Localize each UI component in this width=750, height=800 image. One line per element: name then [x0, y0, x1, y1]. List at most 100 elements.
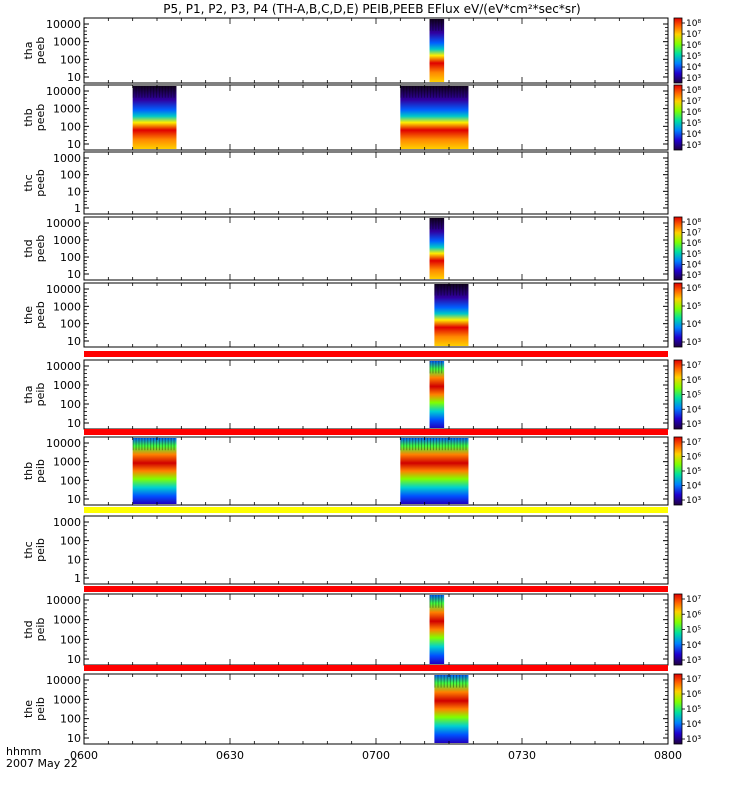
spectrogram-block [400, 86, 469, 149]
noise-stripe [415, 86, 417, 98]
y-tick-label: 10 [67, 71, 81, 84]
colorbar-tick-label: 10³ [686, 338, 701, 348]
panel-frame [83, 359, 669, 430]
colorbar: 10⁷ 10⁶ 10⁵ 10⁴ 10³ [673, 593, 701, 666]
panel-frame [83, 151, 669, 215]
colorbar-tick-label: 10⁷ [686, 229, 701, 239]
noise-stripe [462, 675, 464, 688]
panel-ylabel-instrument: peib [34, 618, 47, 642]
panel-ylabel-probe: thc [22, 541, 35, 558]
y-tick-label: 10000 [46, 217, 81, 230]
noise-stripe [412, 438, 414, 451]
noise-stripe [441, 218, 443, 230]
spectrogram-blocks [132, 438, 469, 504]
noise-stripe [438, 438, 440, 451]
panel-ylabel-probe: thb [22, 108, 35, 126]
noise-stripe [456, 284, 458, 296]
colorbar-tick-label: 10³ [686, 74, 701, 84]
colorbar-tick-label: 10³ [686, 656, 701, 666]
x-ticks [83, 437, 669, 505]
noise-stripe [409, 438, 411, 451]
noise-stripe [438, 19, 440, 31]
panel-frame [83, 17, 669, 84]
y-tick-label: 1000 [53, 693, 81, 706]
colorbar-tick-label: 10⁵ [686, 250, 701, 260]
spectrogram-blocks [434, 284, 469, 346]
noise-stripe [415, 438, 417, 451]
spectrogram-block [132, 86, 177, 149]
colorbar-tick-label: 10⁴ [686, 641, 701, 651]
y-tick-label: 10000 [46, 85, 81, 98]
colorbar-tick-label: 10⁵ [686, 705, 701, 715]
noise-stripe [144, 86, 146, 98]
y-axis: 10000 1000 100 10 [46, 360, 668, 430]
colorbar-tick-label: 10³ [686, 735, 701, 745]
panel-the-peeb: 10000 1000 100 10 the peeb 10⁶ 10⁵ 10⁴ 10³ [22, 282, 701, 348]
noise-stripe [444, 86, 446, 98]
noise-stripe [147, 86, 149, 98]
colorbar: 10⁷ 10⁶ 10⁵ 10⁴ 10³ [673, 673, 701, 745]
y-tick-label: 10000 [46, 18, 81, 31]
spectrogram-blocks [429, 361, 445, 428]
noise-stripe [438, 86, 440, 98]
noise-stripe [465, 675, 467, 688]
y-tick-label: 1000 [53, 379, 81, 392]
y-axis: 10000 1000 100 10 [46, 594, 668, 666]
spectrogram-block [429, 218, 445, 279]
colorbar-tick-label: 10⁶ [686, 376, 701, 386]
noise-stripe [409, 86, 411, 98]
noise-stripe [164, 86, 166, 98]
panel-ylabel-instrument: peeb [34, 301, 47, 329]
x-ticks [83, 217, 669, 280]
panel-ylabel-probe: tha [22, 41, 35, 59]
noise-stripe [161, 86, 163, 98]
noise-stripe [406, 86, 408, 98]
noise-stripe [459, 284, 461, 296]
x-tick-label: 0730 [508, 749, 536, 762]
y-tick-label: 100 [60, 633, 81, 646]
y-axis: 10000 1000 100 10 [46, 85, 668, 151]
y-tick-label: 100 [60, 53, 81, 66]
panel-ylabel-instrument: peeb [34, 169, 47, 197]
noise-stripe [465, 86, 467, 98]
noise-stripe [167, 438, 169, 451]
colorbar-tick-label: 10³ [686, 420, 701, 430]
noise-stripe [446, 284, 448, 296]
colorbar-tick-label: 10⁵ [686, 119, 701, 129]
y-tick-label: 1000 [53, 36, 81, 49]
noise-stripe [450, 86, 452, 98]
y-tick-label: 10000 [46, 360, 81, 373]
noise-stripe [429, 218, 431, 230]
noise-stripe [406, 438, 408, 451]
noise-stripe [441, 595, 443, 608]
status-bar [84, 665, 668, 671]
noise-stripe [459, 86, 461, 98]
noise-stripe [459, 675, 461, 688]
colorbar-tick-label: 10⁶ [686, 453, 701, 463]
colorbar-tick-label: 10⁴ [686, 260, 701, 270]
noise-stripe [156, 86, 158, 98]
spectrogram-blocks [429, 218, 445, 279]
colorbar-tick-label: 10⁴ [686, 320, 701, 330]
y-axis: 10000 1000 100 10 [46, 18, 668, 84]
noise-stripe [450, 438, 452, 451]
noise-stripe [161, 438, 163, 451]
noise-stripe [412, 86, 414, 98]
y-tick-label: 1000 [53, 103, 81, 116]
colorbar-tick-label: 10⁸ [686, 86, 701, 96]
y-tick-label: 10 [67, 553, 81, 566]
x-ticks [83, 594, 669, 665]
colorbar-tick-label: 10⁷ [686, 30, 701, 40]
noise-stripe [438, 595, 440, 608]
noise-stripe [170, 438, 172, 451]
noise-stripe [432, 218, 434, 230]
colorbar-tick-label: 10⁵ [686, 467, 701, 477]
x-ticks [83, 18, 669, 83]
noise-stripe [173, 438, 175, 451]
panel-the-peib: 10000 1000 100 10 the peib 10⁷ 10⁶ 10⁵ 10⁴ 10³ [22, 665, 701, 745]
noise-stripe [453, 86, 455, 98]
y-tick-label: 1000 [53, 516, 81, 529]
y-axis: 1000 100 10 1 [53, 152, 668, 215]
noise-stripe [432, 595, 434, 608]
noise-stripe [441, 361, 443, 374]
